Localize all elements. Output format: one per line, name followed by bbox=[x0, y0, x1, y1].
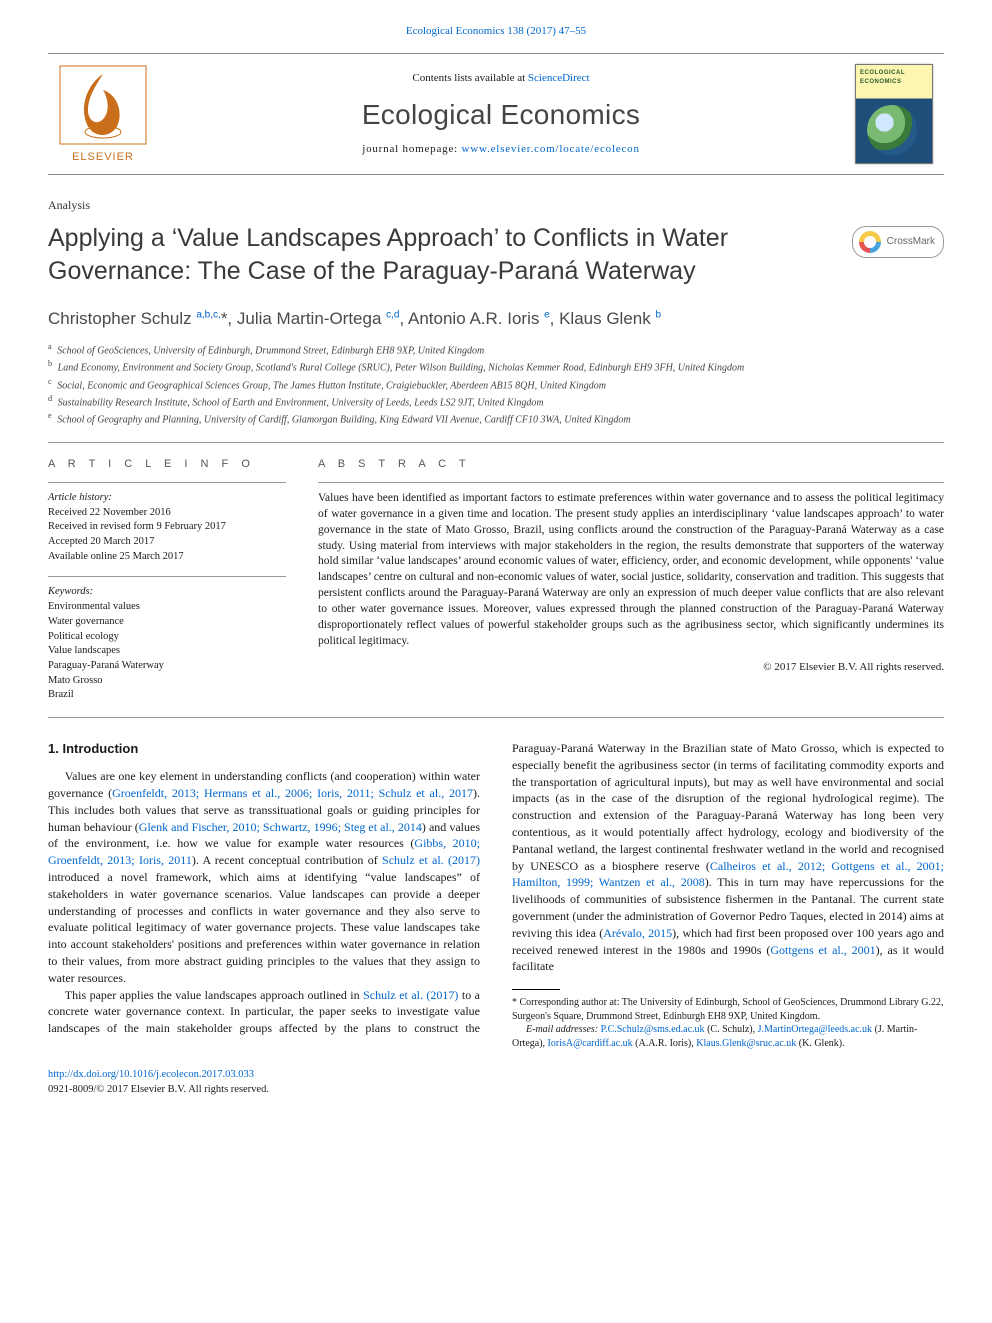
citation-link[interactable]: Calheiros et al., 2012; Gottgens et al.,… bbox=[512, 859, 944, 890]
issn-copyright-line: 0921-8009/© 2017 Elsevier B.V. All right… bbox=[48, 1084, 269, 1095]
journal-name: Ecological Economics bbox=[158, 95, 844, 134]
contents-prefix: Contents lists available at bbox=[412, 72, 527, 84]
keyword-item: Mato Grosso bbox=[48, 674, 286, 689]
abstract-rule bbox=[318, 482, 944, 483]
contents-available-line: Contents lists available at ScienceDirec… bbox=[158, 71, 844, 86]
affiliation-item: a School of GeoSciences, University of E… bbox=[48, 341, 944, 358]
homepage-prefix: journal homepage: bbox=[362, 143, 461, 155]
article-title: Applying a ‘Value Landscapes Approach’ t… bbox=[48, 222, 832, 287]
journal-homepage-link[interactable]: www.elsevier.com/locate/ecolecon bbox=[462, 143, 640, 155]
citation-link[interactable]: Groenfeldt, 2013; Hermans et al., 2006; … bbox=[112, 786, 473, 800]
keyword-item: Paraguay-Paraná Waterway bbox=[48, 659, 286, 674]
email-link[interactable]: P.C.Schulz@sms.ed.ac.uk bbox=[601, 1024, 705, 1035]
history-label: Article history: bbox=[48, 491, 286, 506]
keyword-item: Political ecology bbox=[48, 630, 286, 645]
citation-header: Ecological Economics 138 (2017) 47–55 bbox=[48, 24, 944, 39]
crossmark-icon bbox=[859, 231, 881, 253]
citation-link[interactable]: Glenk and Fischer, 2010; Schwartz, 1996;… bbox=[139, 820, 422, 834]
email-link[interactable]: IorisA@cardiff.ac.uk bbox=[548, 1038, 633, 1049]
author-list: Christopher Schulz a,b,c,*, Julia Martin… bbox=[48, 307, 944, 331]
article-info-heading: A R T I C L E I N F O bbox=[48, 457, 286, 472]
corresponding-author-note: * Corresponding author at: The Universit… bbox=[512, 996, 944, 1023]
journal-masthead: ELSEVIER Contents lists available at Sci… bbox=[48, 53, 944, 175]
abstract-text: Values have been identified as important… bbox=[318, 491, 944, 650]
keywords-block: Keywords: Environmental valuesWater gove… bbox=[48, 585, 286, 703]
email-link[interactable]: Klaus.Glenk@sruc.ac.uk bbox=[696, 1038, 796, 1049]
sciencedirect-link[interactable]: ScienceDirect bbox=[528, 72, 590, 84]
affiliations-list: a School of GeoSciences, University of E… bbox=[48, 341, 944, 428]
affiliation-item: c Social, Economic and Geographical Scie… bbox=[48, 376, 944, 393]
citation-link[interactable]: Ecological Economics 138 (2017) 47–55 bbox=[406, 25, 586, 37]
section-heading-introduction: 1. Introduction bbox=[48, 740, 480, 758]
affiliation-item: e School of Geography and Planning, Univ… bbox=[48, 410, 944, 427]
info-rule bbox=[48, 576, 286, 577]
citation-link[interactable]: Arévalo, 2015 bbox=[603, 926, 672, 940]
email-addresses: E-mail addresses: P.C.Schulz@sms.ed.ac.u… bbox=[512, 1023, 944, 1050]
abstract-copyright: © 2017 Elsevier B.V. All rights reserved… bbox=[318, 660, 944, 675]
article-body: 1. Introduction Values are one key eleme… bbox=[48, 740, 944, 1050]
affiliation-item: b Land Economy, Environment and Society … bbox=[48, 358, 944, 375]
keyword-item: Value landscapes bbox=[48, 644, 286, 659]
citation-link[interactable]: Schulz et al. (2017) bbox=[382, 853, 480, 867]
keyword-item: Brazil bbox=[48, 688, 286, 703]
keyword-item: Environmental values bbox=[48, 600, 286, 615]
history-line: Available online 25 March 2017 bbox=[48, 550, 286, 565]
crossmark-label: CrossMark bbox=[887, 235, 935, 249]
history-line: Accepted 20 March 2017 bbox=[48, 535, 286, 550]
article-type-label: Analysis bbox=[48, 197, 944, 214]
crossmark-badge[interactable]: CrossMark bbox=[852, 226, 944, 258]
footnote-separator bbox=[512, 989, 560, 990]
history-line: Received 22 November 2016 bbox=[48, 506, 286, 521]
email-link[interactable]: J.MartinOrtega@leeds.ac.uk bbox=[758, 1024, 872, 1035]
article-history: Article history: Received 22 November 20… bbox=[48, 491, 286, 564]
affiliation-item: d Sustainability Research Institute, Sch… bbox=[48, 393, 944, 410]
svg-text:ELSEVIER: ELSEVIER bbox=[72, 151, 134, 163]
citation-link[interactable]: Gottgens et al., 2001 bbox=[770, 943, 875, 957]
citation-link[interactable]: Schulz et al. (2017) bbox=[363, 988, 458, 1002]
page-footer: http://dx.doi.org/10.1016/j.ecolecon.201… bbox=[48, 1068, 944, 1097]
section-divider bbox=[48, 717, 944, 718]
elsevier-logo: ELSEVIER bbox=[48, 64, 158, 164]
history-line: Received in revised form 9 February 2017 bbox=[48, 520, 286, 535]
keywords-label: Keywords: bbox=[48, 585, 286, 600]
section-divider bbox=[48, 442, 944, 443]
abstract-heading: A B S T R A C T bbox=[318, 457, 944, 472]
journal-homepage-line: journal homepage: www.elsevier.com/locat… bbox=[158, 142, 844, 157]
keyword-item: Water governance bbox=[48, 615, 286, 630]
doi-link[interactable]: http://dx.doi.org/10.1016/j.ecolecon.201… bbox=[48, 1069, 254, 1080]
journal-cover-thumbnail bbox=[844, 64, 944, 164]
intro-paragraph-1: Values are one key element in understand… bbox=[48, 768, 480, 986]
info-rule bbox=[48, 482, 286, 483]
